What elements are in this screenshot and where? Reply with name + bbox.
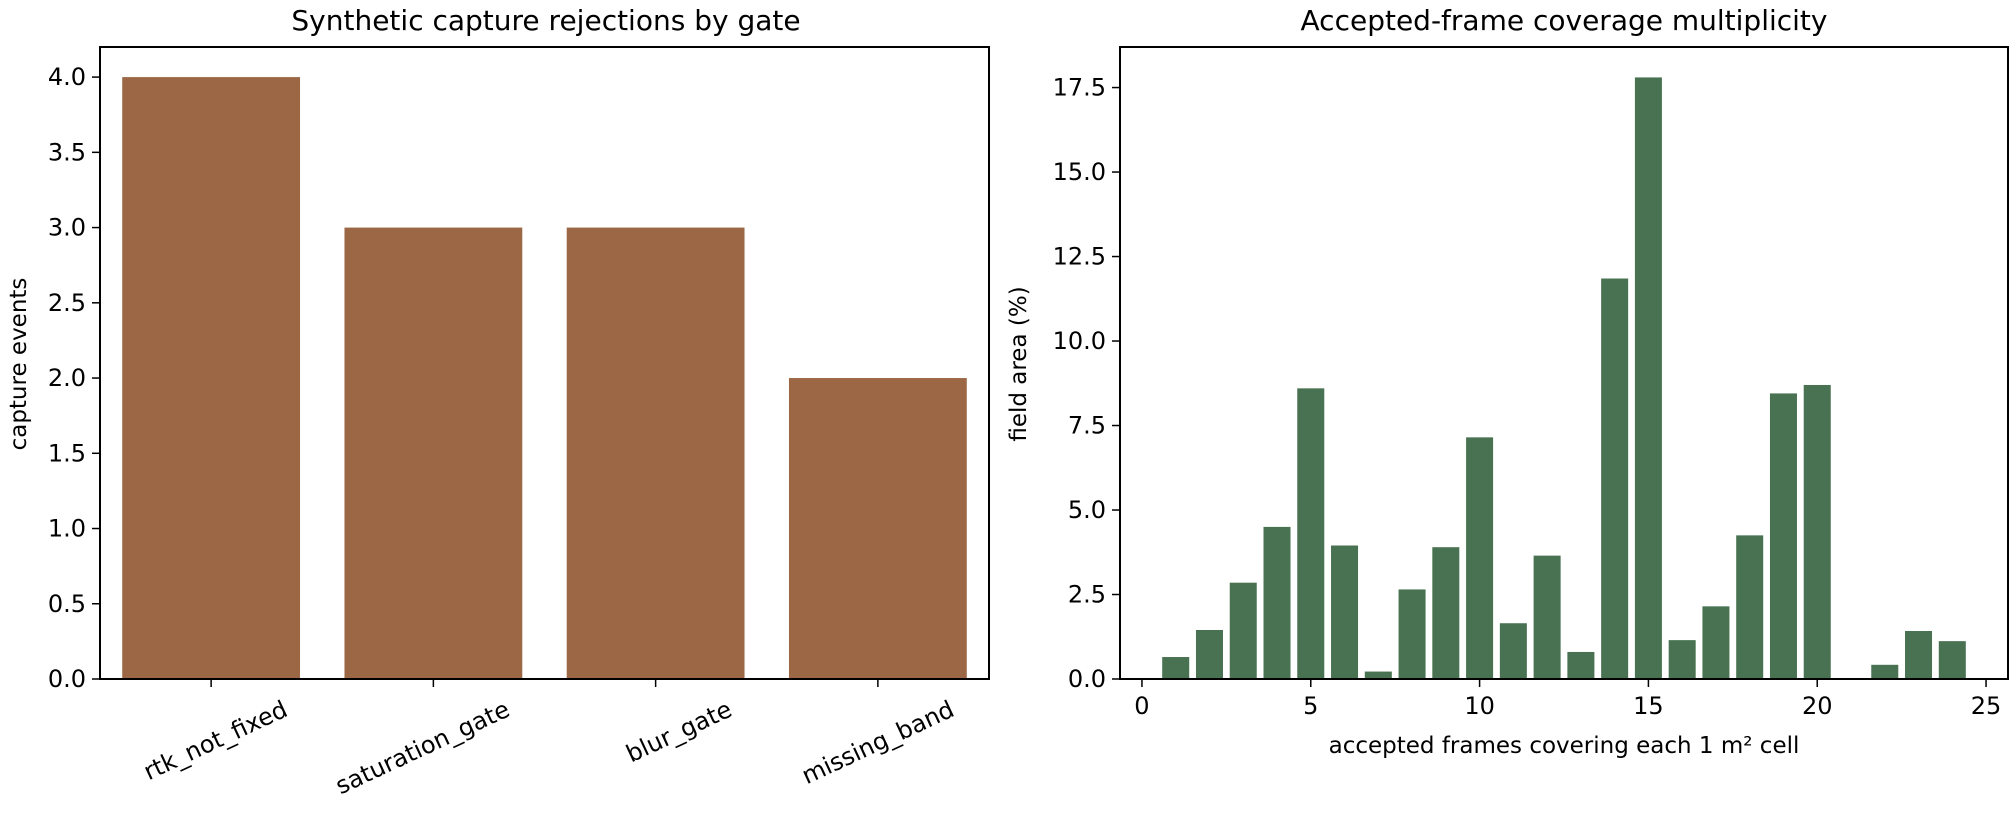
x-axis-label: accepted frames covering each 1 m² cell — [1329, 733, 1800, 759]
bar-7 — [1364, 671, 1392, 679]
y-tick-label: 0.5 — [48, 590, 86, 618]
y-axis-label: field area (%) — [1006, 286, 1032, 441]
y-tick-label: 0.0 — [1068, 665, 1106, 693]
x-tick-label: 5 — [1303, 692, 1318, 720]
bar-9 — [1432, 547, 1460, 679]
bar-10 — [1466, 437, 1494, 679]
y-tick-label: 5.0 — [1068, 496, 1106, 524]
rejections-chart: Synthetic capture rejections by gate cap… — [6, 4, 990, 800]
bar-11 — [1499, 623, 1527, 679]
coverage-chart: Accepted-frame coverage multiplicity fie… — [1006, 4, 2009, 759]
y-tick-label: 3.5 — [48, 138, 86, 166]
bar-20 — [1803, 384, 1831, 679]
bar-13 — [1567, 651, 1595, 679]
x-tick-label: 0 — [1134, 692, 1149, 720]
y-tick-label: 2.5 — [1068, 581, 1106, 609]
bar-23 — [1905, 631, 1933, 679]
bar-17 — [1702, 606, 1730, 679]
plot-frame — [99, 46, 990, 680]
x-tick-label: 15 — [1633, 692, 1664, 720]
x-tick-label: rtk_not_fixed — [139, 695, 291, 786]
plot-frame — [1119, 46, 2009, 680]
y-tick-label: 2.0 — [48, 364, 86, 392]
bar-19 — [1769, 393, 1797, 679]
bar-22 — [1871, 664, 1899, 679]
x-tick-label: blur_gate — [622, 695, 736, 768]
bar-8 — [1398, 589, 1426, 679]
bar-18 — [1736, 535, 1764, 679]
y-tick-label: 3.0 — [48, 214, 86, 242]
x-tick-label: saturation_gate — [331, 695, 514, 800]
x-tick-label: missing_band — [797, 695, 958, 790]
y-tick-label: 1.5 — [48, 439, 86, 467]
bar-blur_gate — [566, 227, 745, 680]
y-tick-label: 12.5 — [1053, 243, 1106, 271]
bar-2 — [1195, 629, 1223, 679]
chart-title: Accepted-frame coverage multiplicity — [1301, 4, 1828, 37]
bar-12 — [1533, 555, 1561, 679]
y-tick-label: 17.5 — [1053, 74, 1106, 102]
y-tick-label: 0.0 — [48, 665, 86, 693]
chart-title: Synthetic capture rejections by gate — [291, 4, 800, 37]
x-tick-label: 25 — [1971, 692, 2002, 720]
y-tick-label: 4.0 — [48, 63, 86, 91]
bar-4 — [1263, 526, 1291, 679]
bar-1 — [1162, 657, 1190, 679]
bar-3 — [1229, 582, 1257, 679]
y-tick-label: 2.5 — [48, 289, 86, 317]
bar-15 — [1634, 77, 1662, 679]
bar-6 — [1331, 545, 1359, 679]
bar-rtk_not_fixed — [122, 77, 301, 680]
bar-14 — [1601, 278, 1629, 679]
bar-24 — [1938, 641, 1966, 679]
bar-16 — [1668, 640, 1696, 679]
x-tick-label: 10 — [1464, 692, 1495, 720]
y-tick-label: 15.0 — [1053, 158, 1106, 186]
y-axis-label: capture events — [6, 278, 32, 451]
y-tick-label: 10.0 — [1053, 327, 1106, 355]
y-tick-label: 7.5 — [1068, 412, 1106, 440]
x-tick-label: 20 — [1802, 692, 1833, 720]
bar-saturation_gate — [344, 227, 523, 680]
y-tick-label: 1.0 — [48, 515, 86, 543]
bar-5 — [1297, 388, 1325, 679]
bar-missing_band — [788, 378, 967, 679]
